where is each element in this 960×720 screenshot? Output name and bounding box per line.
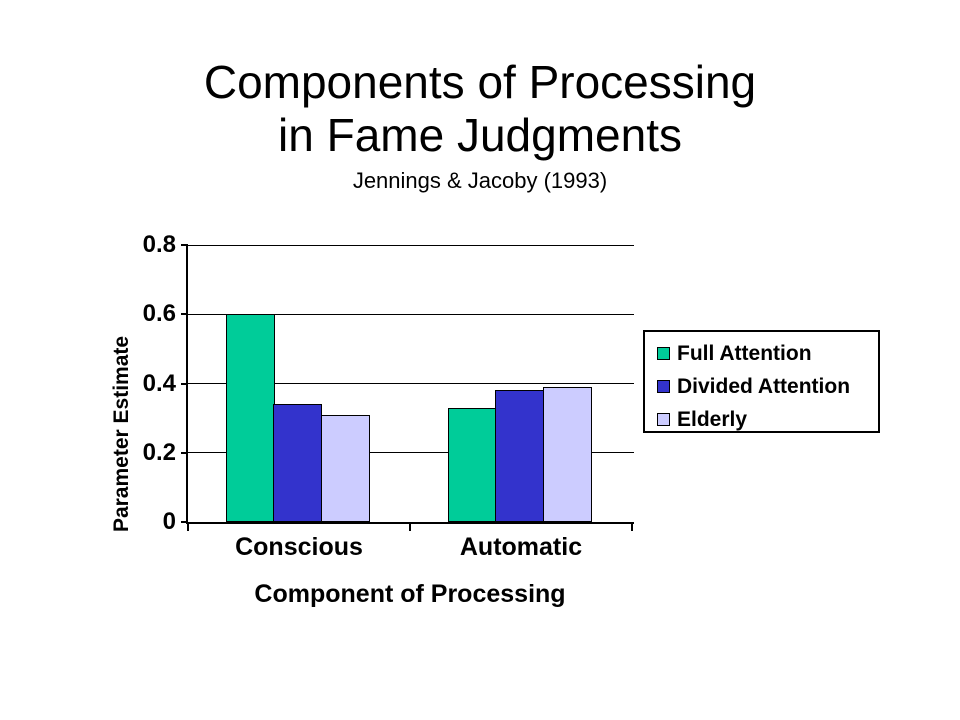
bar (495, 390, 544, 522)
slide-subtitle: Jennings & Jacoby (1993) (352, 168, 608, 193)
y-tick-label: 0.2 (142, 438, 176, 466)
gridline (188, 244, 634, 246)
legend-label: Elderly (677, 408, 748, 431)
x-tick-mark (409, 524, 411, 531)
legend-swatch-icon (657, 380, 670, 393)
slide-title-line2: in Fame Judgments (278, 109, 682, 161)
slide-title-line1: Components of Processing (203, 56, 757, 108)
slide-title: Components of Processing in Fame Judgmen… (0, 56, 960, 162)
x-category-label: Automatic (459, 533, 583, 561)
legend: Full Attention Divided Attention Elderly (643, 330, 880, 433)
legend-swatch-icon (657, 413, 670, 426)
legend-item: Divided Attention (645, 370, 878, 403)
y-axis-title: Parameter Estimate (110, 335, 133, 533)
gridline (188, 452, 634, 454)
legend-label: Full Attention (677, 342, 812, 365)
x-axis-title: Component of Processing (254, 580, 566, 608)
x-tick-mark (187, 524, 189, 531)
legend-label: Divided Attention (677, 375, 851, 398)
y-tick-label: 0.6 (142, 300, 176, 328)
bar (543, 387, 592, 522)
y-tick-label: 0.4 (142, 369, 176, 397)
legend-item: Elderly (645, 403, 878, 436)
y-tick-mark (181, 382, 188, 385)
y-tick-mark (181, 521, 188, 523)
bar (273, 404, 322, 522)
legend-item: Full Attention (645, 337, 878, 370)
y-tick-label: 0.8 (142, 231, 176, 258)
gridline (188, 313, 634, 315)
x-tick-mark (631, 524, 633, 531)
bar (226, 314, 275, 522)
x-category-label: Conscious (235, 533, 363, 561)
x-axis-line (186, 522, 634, 524)
y-tick-mark (181, 244, 188, 246)
bar (321, 415, 370, 522)
y-tick-mark (181, 451, 188, 454)
y-tick-mark (181, 313, 188, 316)
gridline (188, 383, 634, 384)
legend-swatch-icon (657, 347, 670, 360)
y-tick-label: 0 (162, 508, 176, 535)
bar (448, 408, 497, 522)
y-axis-line (186, 245, 188, 524)
